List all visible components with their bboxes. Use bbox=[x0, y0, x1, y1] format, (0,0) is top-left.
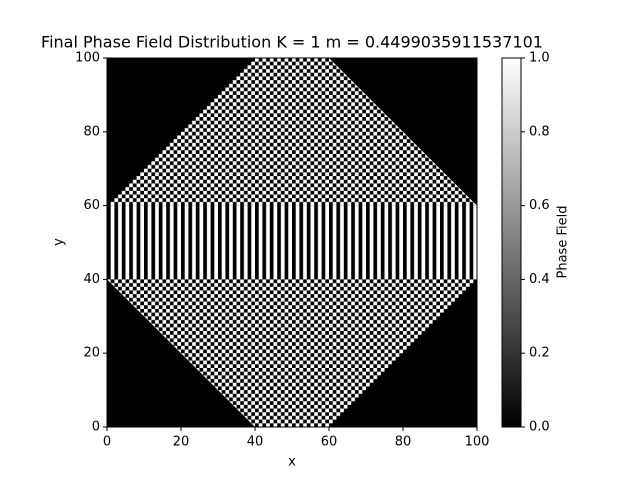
colorbar bbox=[501, 57, 522, 428]
x-tick-label: 40 bbox=[247, 435, 264, 450]
phase-region bbox=[107, 58, 477, 206]
y-tick-label: 40 bbox=[83, 272, 100, 287]
colorbar-tick-label: 0.0 bbox=[529, 420, 550, 435]
x-tick-label: 100 bbox=[465, 435, 490, 450]
x-tick-label: 60 bbox=[321, 435, 338, 450]
x-tick-label: 80 bbox=[395, 435, 412, 450]
x-tick-label: 0 bbox=[103, 435, 111, 450]
phase-region bbox=[107, 205, 477, 280]
colorbar-tick-label: 0.6 bbox=[529, 198, 550, 213]
colorbar-tick-label: 1.0 bbox=[529, 51, 550, 66]
colorbar-tick-label: 0.4 bbox=[529, 272, 550, 287]
colorbar-tick-label: 0.8 bbox=[529, 124, 550, 139]
phase-region bbox=[107, 279, 477, 427]
colorbar-tick-label: 0.2 bbox=[529, 346, 550, 361]
y-tick-label: 80 bbox=[83, 124, 100, 139]
x-axis-label: x bbox=[288, 455, 296, 470]
y-tick-label: 60 bbox=[83, 198, 100, 213]
y-tick-label: 20 bbox=[83, 346, 100, 361]
y-tick-label: 100 bbox=[75, 51, 100, 66]
chart-title: Final Phase Field Distribution K = 1 m =… bbox=[41, 33, 543, 52]
colorbar-label: Phase Field bbox=[556, 206, 571, 279]
plot-frame bbox=[106, 57, 478, 428]
y-tick-label: 0 bbox=[92, 420, 100, 435]
y-axis-label: y bbox=[52, 238, 67, 246]
x-tick-label: 20 bbox=[173, 435, 190, 450]
